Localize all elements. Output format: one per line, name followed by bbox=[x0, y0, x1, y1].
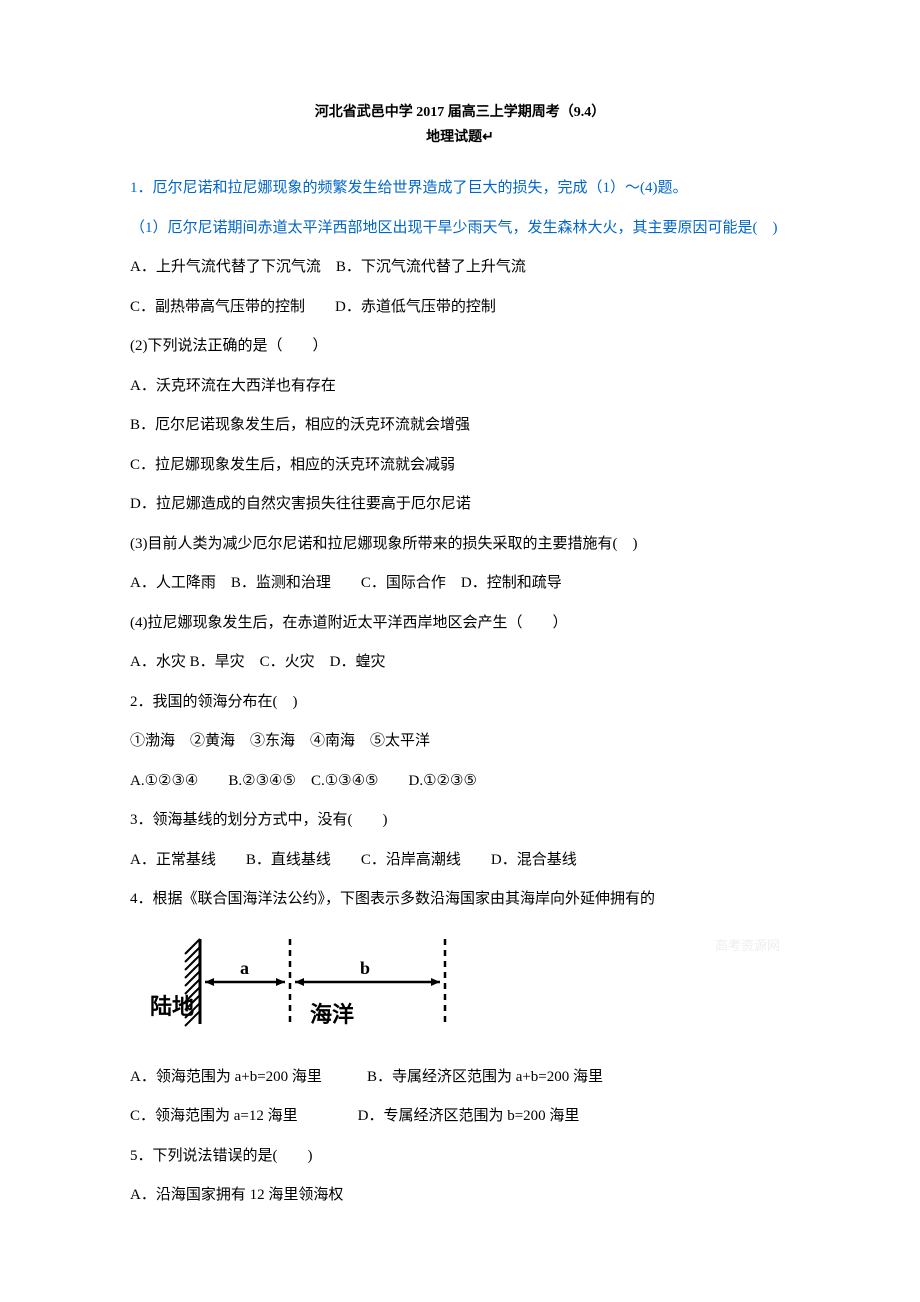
arrow-b-left bbox=[295, 978, 304, 986]
q1-sub1-options-row2: C．副热带高气压带的控制 D．赤道低气压带的控制 bbox=[130, 289, 790, 327]
label-a: a bbox=[240, 958, 249, 978]
arrow-a-left bbox=[205, 978, 214, 986]
q1-sub1-options-row1: A．上升气流代替了下沉气流 B．下沉气流代替了上升气流 bbox=[130, 249, 790, 287]
q1-sub3-a: A．人工降雨 bbox=[130, 575, 216, 591]
q1-sub1-text: （1）厄尔尼诺期间赤道太平洋西部地区出现干旱少雨天气，发生森林大火，其主要原因可… bbox=[130, 210, 790, 248]
q4-a: A．领海范围为 a+b=200 海里 bbox=[130, 1069, 322, 1085]
q1-sub3-options: A．人工降雨 B．监测和治理 C．国际合作 D．控制和疏导 bbox=[130, 565, 790, 603]
q5-a: A．沿海国家拥有 12 海里领海权 bbox=[130, 1177, 790, 1215]
q4-b: B．寺属经济区范围为 a+b=200 海里 bbox=[367, 1069, 603, 1085]
q2-list: ①渤海 ②黄海 ③东海 ④南海 ⑤太平洋 bbox=[130, 723, 790, 761]
q4-c: C．领海范围为 a=12 海里 bbox=[130, 1108, 298, 1124]
ocean-label: 海洋 bbox=[310, 1002, 354, 1027]
q1-intro: 1．厄尔尼诺和拉尼娜现象的频繁发生给世界造成了巨大的损失，完成（1）～(4)题。 bbox=[130, 170, 790, 208]
q3-options: A．正常基线 B．直线基线 C．沿岸高潮线 D．混合基线 bbox=[130, 842, 790, 880]
q3-d: D．混合基线 bbox=[491, 852, 577, 868]
q3-b: B．直线基线 bbox=[246, 852, 331, 868]
q4-options-row1: A．领海范围为 a+b=200 海里 B．寺属经济区范围为 a+b=200 海里 bbox=[130, 1059, 790, 1097]
q2-text: 2．我国的领海分布在( ) bbox=[130, 684, 790, 722]
q1-sub4-d: D．蝗灾 bbox=[330, 654, 386, 670]
document-content: 1．厄尔尼诺和拉尼娜现象的频繁发生给世界造成了巨大的损失，完成（1）～(4)题。… bbox=[130, 170, 790, 1215]
q1-sub3-c: C．国际合作 bbox=[361, 575, 446, 591]
q5-text: 5．下列说法错误的是( ) bbox=[130, 1138, 790, 1176]
q1-sub3-d: D．控制和疏导 bbox=[461, 575, 562, 591]
q1-sub2-c: C．拉尼娜现象发生后，相应的沃克环流就会减弱 bbox=[130, 447, 790, 485]
q2-d: D.①②③⑤ bbox=[409, 773, 477, 789]
q3-c: C．沿岸高潮线 bbox=[361, 852, 461, 868]
q1-sub4-text: (4)拉尼娜现象发生后，在赤道附近太平洋西岸地区会产生（ ） bbox=[130, 605, 790, 643]
q1-sub2-d: D．拉尼娜造成的自然灾害损失往往要高于厄尔尼诺 bbox=[130, 486, 790, 524]
watermark: 高考资源网 bbox=[715, 935, 780, 954]
diagram-svg: a b 陆地 海洋 bbox=[150, 934, 470, 1044]
q1-sub4-a: A．水灾 bbox=[130, 654, 186, 670]
q1-sub1-c: C．副热带高气压带的控制 bbox=[130, 299, 305, 315]
q1-sub4-options: A．水灾 B．旱灾 C．火灾 D．蝗灾 bbox=[130, 644, 790, 682]
label-b: b bbox=[360, 958, 370, 978]
q1-sub1-b: B．下沉气流代替了上升气流 bbox=[336, 259, 526, 275]
q1-sub2-b: B．厄尔尼诺现象发生后，相应的沃克环流就会增强 bbox=[130, 407, 790, 445]
arrow-a-right bbox=[276, 978, 285, 986]
q2-options: A.①②③④ B.②③④⑤ C.①③④⑤ D.①②③⑤ bbox=[130, 763, 790, 801]
q1-sub1-d: D．赤道低气压带的控制 bbox=[335, 299, 496, 315]
q1-sub3-text: (3)目前人类为减少厄尔尼诺和拉尼娜现象所带来的损失采取的主要措施有( ) bbox=[130, 526, 790, 564]
arrow-b-right bbox=[431, 978, 440, 986]
q1-sub2-a: A．沃克环流在大西洋也有存在 bbox=[130, 368, 790, 406]
q4-options-row2: C．领海范围为 a=12 海里 D．专属经济区范围为 b=200 海里 bbox=[130, 1098, 790, 1136]
q4-text: 4．根据《联合国海洋法公约》，下图表示多数沿海国家由其海岸向外延伸拥有的 bbox=[130, 881, 790, 919]
land-label: 陆地 bbox=[150, 994, 194, 1019]
q4-d: D．专属经济区范围为 b=200 海里 bbox=[358, 1108, 580, 1124]
q2-b: B.②③④⑤ bbox=[228, 773, 296, 789]
q3-text: 3．领海基线的划分方式中，没有( ) bbox=[130, 802, 790, 840]
q2-a: A.①②③④ bbox=[130, 773, 198, 789]
q4-diagram: a b 陆地 海洋 bbox=[150, 934, 790, 1044]
document-title: 河北省武邑中学 2017 届高三上学期周考（9.4） bbox=[130, 100, 790, 125]
q1-sub4-c: C．火灾 bbox=[260, 654, 315, 670]
document-header: 河北省武邑中学 2017 届高三上学期周考（9.4） 地理试题↵ bbox=[130, 100, 790, 150]
document-subtitle: 地理试题↵ bbox=[130, 125, 790, 150]
q1-sub4-b: B．旱灾 bbox=[190, 654, 245, 670]
q1-sub3-b: B．监测和治理 bbox=[231, 575, 331, 591]
q1-sub2-text: (2)下列说法正确的是（ ） bbox=[130, 328, 790, 366]
q2-c: C.①③④⑤ bbox=[311, 773, 379, 789]
q3-a: A．正常基线 bbox=[130, 852, 216, 868]
q1-sub1-a: A．上升气流代替了下沉气流 bbox=[130, 259, 321, 275]
